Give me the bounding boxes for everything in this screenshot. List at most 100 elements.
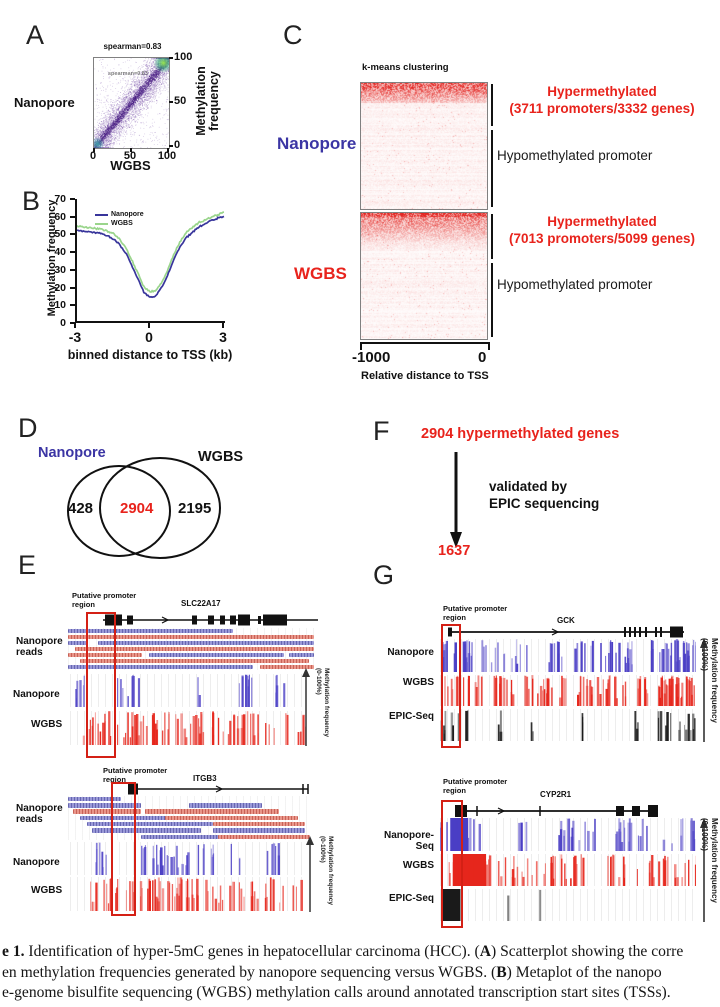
gene-model-slc22a17: [103, 614, 318, 626]
nanopore-read: [259, 664, 314, 669]
track-label-nanopore-reads-e2: Nanopore reads: [16, 803, 63, 825]
scatter-row-label: Nanopore: [14, 95, 75, 110]
venn-right-set-label: WGBS: [198, 449, 244, 465]
bracket-hyper-nanopore: [491, 84, 493, 126]
track-label-nanopore-e1: Nanopore: [13, 689, 60, 700]
panel-c-letter: C: [283, 20, 303, 50]
up-arrow-icon-g2: [700, 818, 708, 922]
panel-d-letter: D: [18, 413, 38, 443]
nanopore-read: [80, 658, 310, 663]
kmeans-title: k-means clustering: [362, 62, 449, 73]
nanopore-read: [68, 664, 253, 669]
promoter-label-gck: Putative promoter region: [443, 604, 508, 622]
venn-right-circle: [99, 457, 221, 559]
nanopore-read: [72, 809, 141, 814]
promoter-highlight-box-cyp2r1: [441, 800, 463, 928]
down-arrow-icon: [450, 452, 462, 548]
gene-name-itgb3: ITGB3: [193, 774, 217, 783]
heatmap-row-label-wgbs: WGBS: [294, 264, 347, 283]
nanopore-read: [213, 828, 306, 833]
promoter-highlight-box-slc22a17: [86, 612, 116, 758]
gene-model-gck: [448, 626, 684, 638]
track-label-wgbs-g2: WGBS: [402, 860, 434, 871]
promoter-label-cyp2r1: Putative promoter region: [443, 777, 508, 795]
bracket-hypo-nanopore: [491, 130, 493, 207]
nanopore-read: [140, 834, 226, 839]
nanopore-read: [149, 652, 285, 657]
promoter-highlight-box-gck: [441, 624, 461, 748]
nanopore-read: [68, 628, 233, 633]
track-label-nanopore-g1: Nanopore: [387, 647, 434, 658]
heatmap-xtick-left: -1000: [352, 349, 391, 366]
metaplot-chart: [75, 199, 225, 323]
heatmap-x-label: Relative distance to TSS: [361, 370, 489, 382]
track-label-nanopore-e2: Nanopore: [13, 857, 60, 868]
epic-seq-track-gck: [440, 709, 696, 741]
nanopore-read: [80, 815, 173, 821]
scatter-y-label: Methylation frequency: [194, 66, 221, 136]
nanopore-methylation-track-cyp2r1: [440, 818, 696, 851]
panel-e-letter: E: [18, 550, 37, 580]
nanopore-read: [189, 803, 262, 808]
wgbs-methylation-track-slc22a17: [70, 711, 306, 745]
gene-name-gck: GCK: [557, 616, 575, 625]
scatter-inner-title-artifact: spearman=0.83: [108, 71, 148, 77]
track-label-wgbs-e1: WGBS: [31, 719, 63, 730]
scatter-canvas: [94, 58, 169, 148]
heatmap-wgbs-canvas: [361, 213, 487, 339]
gene-model-cyp2r1: [455, 805, 658, 817]
heatmap-row-label-nanopore: Nanopore: [277, 134, 357, 153]
legend-wgbs: WGBS: [111, 220, 133, 228]
metaplot-series-nanopore: [75, 215, 225, 299]
bracket-hypo-wgbs: [491, 263, 493, 337]
promoter-highlight-box-itgb3: [111, 782, 136, 916]
promoter-label-itgb3: Putative promoter region: [103, 766, 168, 784]
venn-overlap-value: 2904: [120, 500, 154, 517]
wgbs-methylation-track-cyp2r1: [440, 854, 696, 886]
flow-end-text: 1637: [438, 543, 471, 559]
up-arrow-icon-e2: [306, 836, 314, 912]
venn-left-set-label: Nanopore: [38, 445, 106, 461]
epic-seq-track-cyp2r1: [440, 889, 696, 921]
hyper-label-nanopore: Hypermethylated (3711 promoters/3332 gen…: [509, 84, 695, 116]
scatter-title: spearman=0.83: [103, 42, 162, 51]
track-label-nanopore-reads-e1: Nanopore reads: [16, 636, 63, 658]
heatmap-wgbs: [360, 212, 488, 340]
metaplot-legend: Nanopore WGBS: [95, 206, 144, 228]
figure-caption: e 1. Identification of hyper-5mC genes i…: [2, 943, 684, 1002]
nanopore-methylation-track-itgb3: [70, 842, 306, 875]
track-label-epic-g2: EPIC-Seq: [388, 893, 434, 904]
up-arrow-icon-e1: [302, 668, 310, 746]
y-axis-label-e1: Methylation frequency (0-100%): [315, 668, 330, 737]
nanopore-read: [87, 821, 214, 827]
nanopore-reads-track-slc22a17: [68, 628, 314, 670]
nanopore-read: [68, 796, 122, 802]
up-arrow-icon-g1: [700, 638, 708, 742]
y-axis-label-g1: Methylation frequency (0-100%): [700, 638, 720, 723]
bracket-hyper-wgbs: [491, 214, 493, 259]
venn-diagram: [67, 457, 221, 559]
legend-nanopore: Nanopore: [111, 211, 144, 219]
metaplot-x-label: binned distance to TSS (kb): [67, 348, 233, 362]
nanopore-read: [164, 815, 298, 821]
hypo-label-nanopore: Hypomethylated promoter: [497, 148, 653, 163]
promoter-label-slc22a17: Putative promoter region: [72, 591, 137, 609]
nanopore-read: [68, 652, 142, 657]
gene-name-slc22a17: SLC22A17: [181, 599, 221, 608]
heatmap-nanopore: [360, 82, 488, 210]
nanopore-read: [289, 652, 314, 657]
flow-step-text: validated by EPIC sequencing: [489, 479, 600, 511]
hyper-label-wgbs: Hypermethylated (7013 promoters/5099 gen…: [508, 214, 696, 246]
nanopore-read: [68, 634, 314, 639]
y-axis-label-e2: Methylation frequency (0-100%): [319, 836, 334, 905]
venn-right-value: 2195: [178, 500, 212, 517]
heatmap-nanopore-canvas: [361, 83, 487, 209]
heatmap-x-bracket: [360, 342, 490, 350]
scatter-plot: spearman=0.83: [93, 57, 170, 149]
venn-left-circle: [67, 465, 171, 557]
gene-model-itgb3: [128, 783, 309, 795]
track-label-wgbs-g1: WGBS: [402, 677, 434, 688]
nanopore-read: [92, 828, 202, 833]
scatter-x-label: WGBS: [110, 158, 151, 173]
